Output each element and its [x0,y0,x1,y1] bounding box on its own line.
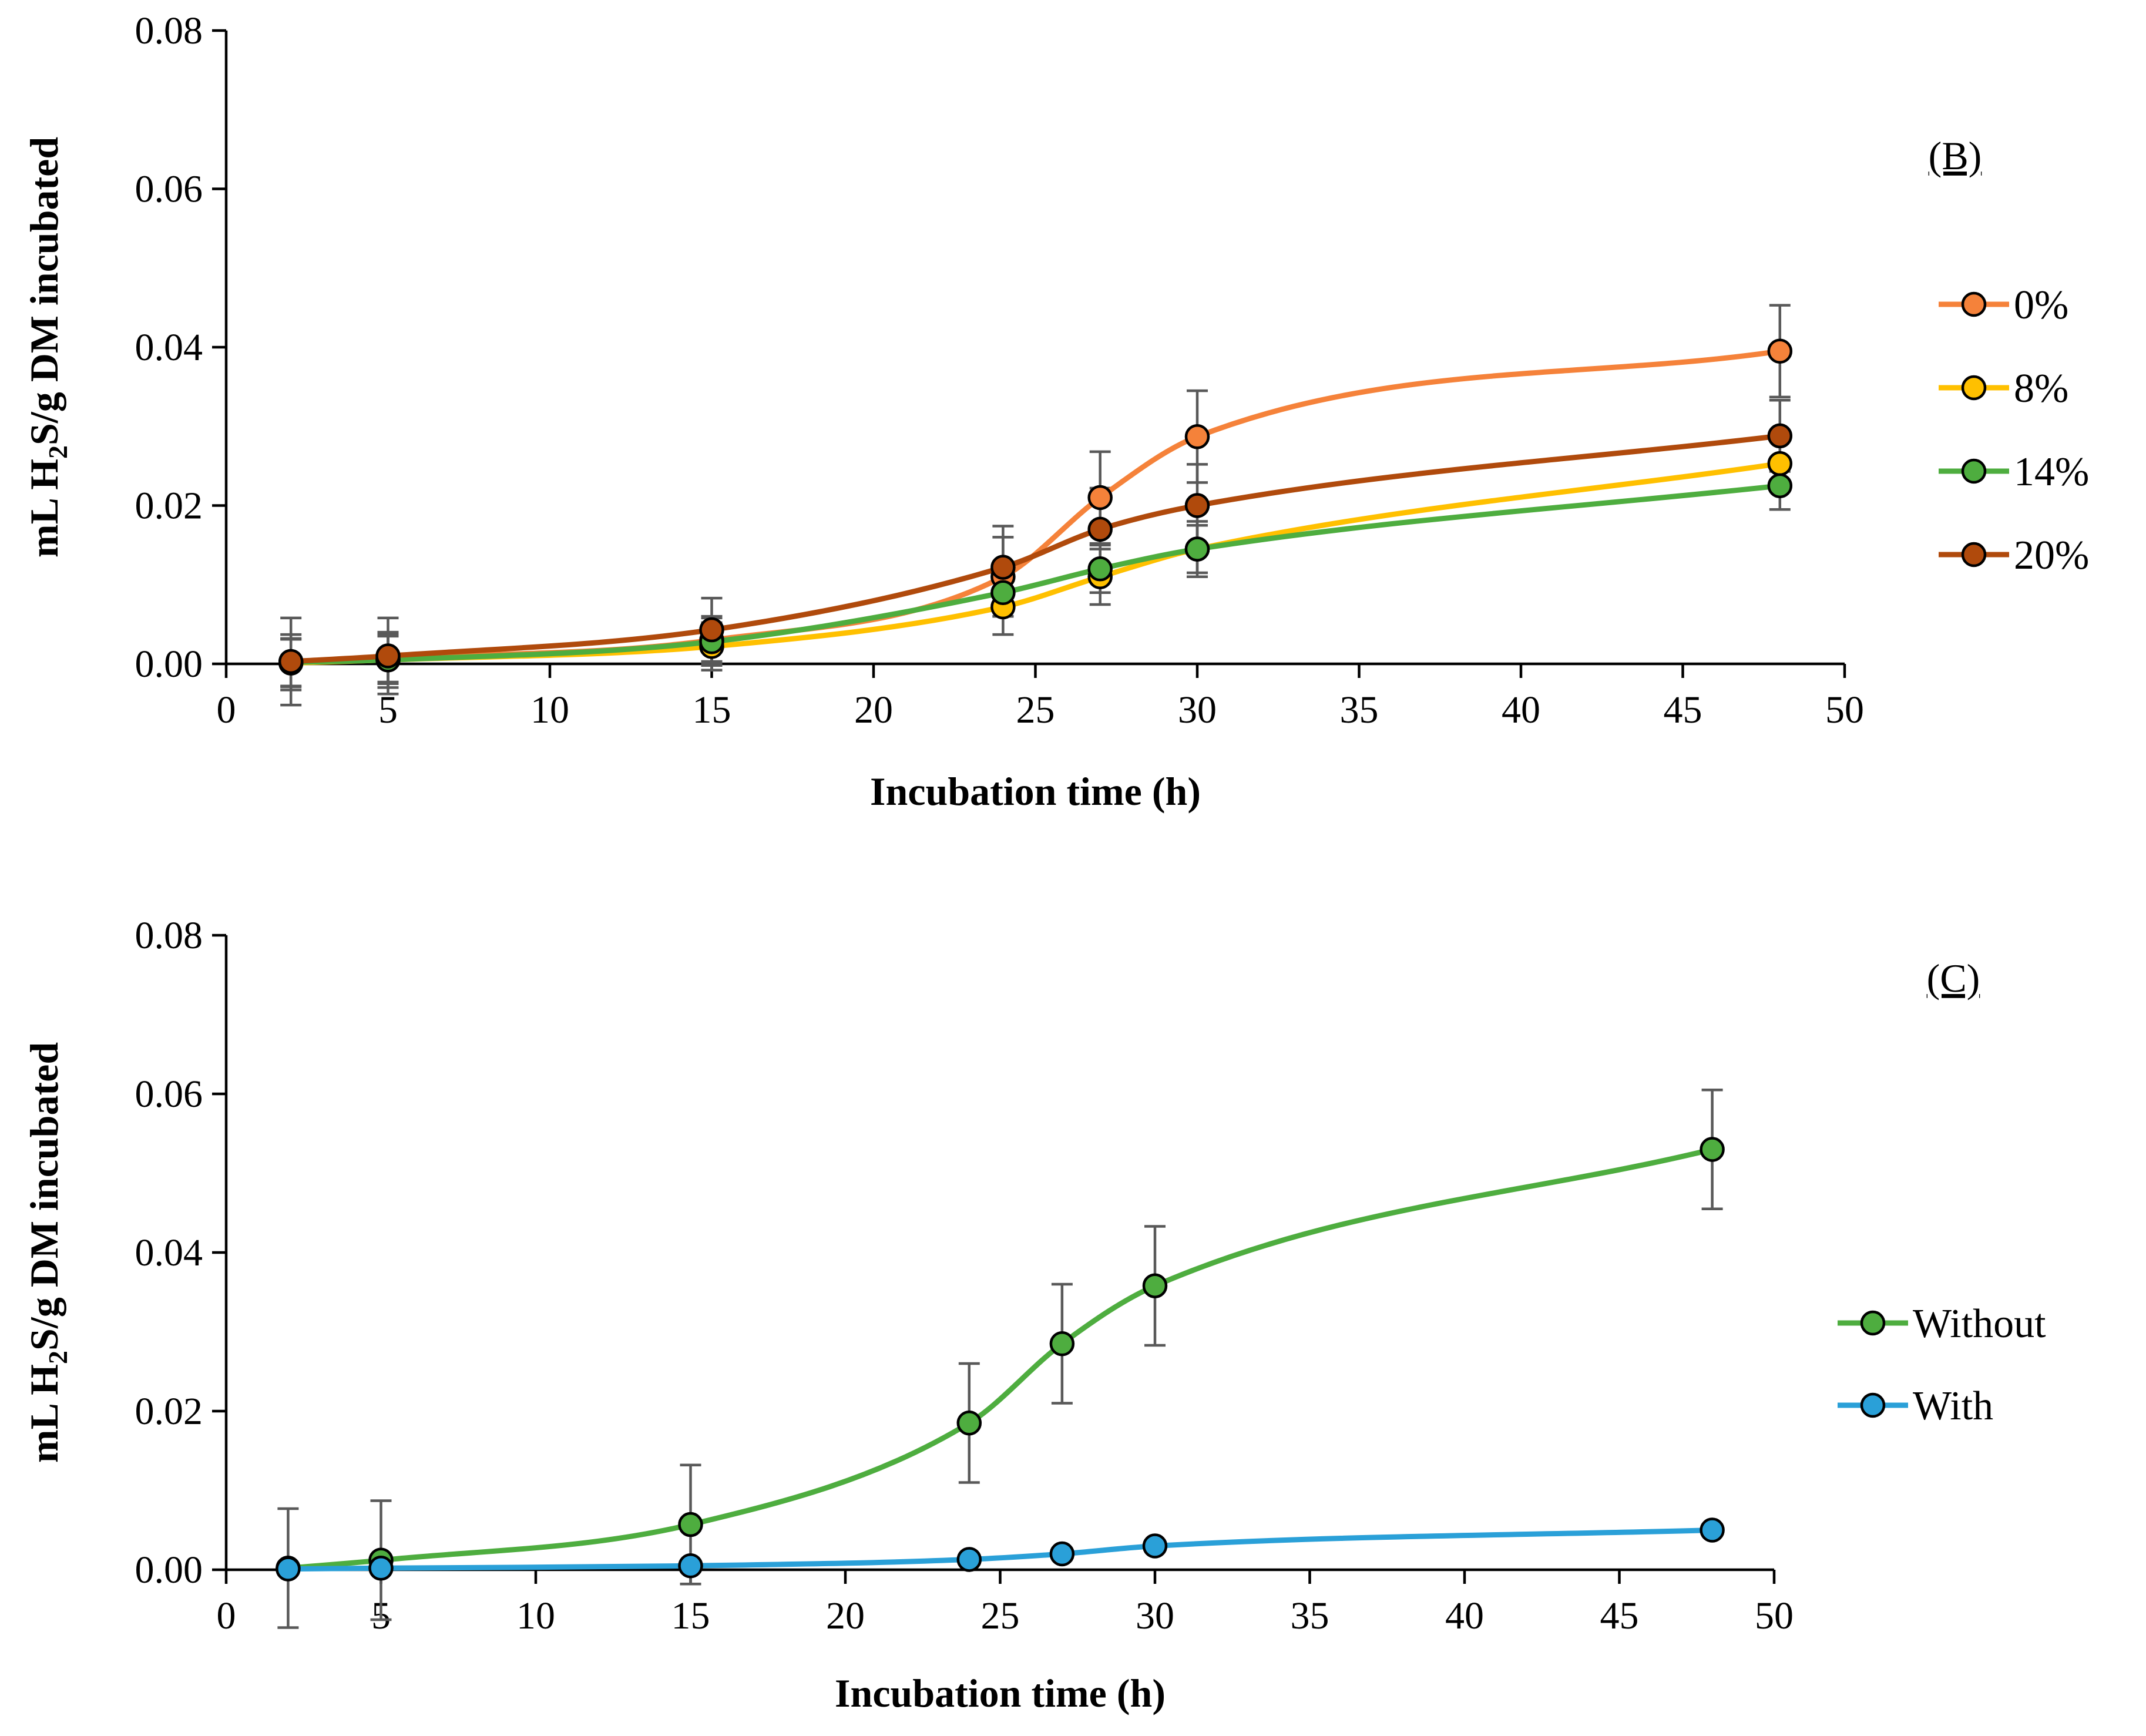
c-point-with [1700,1517,1725,1543]
c-point-with [678,1553,703,1579]
b-legend-marker-8pct [1961,375,1987,401]
c-point-without [956,1411,982,1436]
c-legend-marker-without [1860,1310,1886,1336]
b-x-tick-label: 15 [693,689,731,731]
b-point-14pct [1184,536,1210,562]
b-legend-label-0pct: 0% [2014,283,2068,328]
c-x-axis-title: Incubation time (h) [835,1671,1166,1715]
b-point-20pct [699,617,724,643]
b-point-14pct [990,580,1016,605]
c-point-with [956,1547,982,1572]
b-x-tick-label: 20 [854,689,893,731]
c-legend-label-with: With [1913,1384,1993,1429]
b-y-tick-label: 0.04 [135,326,203,369]
b-y-axis-title: mL H2S/g DM incubated [22,137,73,558]
c-x-tick-label: 45 [1600,1594,1639,1637]
b-x-tick-label: 5 [378,689,398,731]
b-point-0pct [1184,424,1210,449]
b-x-tick-label: 30 [1178,689,1217,731]
c-y-axis-title-part1: mL H [22,1364,66,1463]
c-point-with [1049,1541,1075,1567]
c-point-without [1142,1273,1168,1298]
b-point-8pct [1767,451,1793,476]
c-panel-label: (C) [1927,956,1980,1000]
b-x-tick-label: 45 [1664,689,1702,731]
c-point-with [368,1556,394,1581]
b-point-0pct [1767,338,1793,364]
c-y-tick-label: 0.00 [135,1549,203,1591]
chart-panel-c: 0.000.020.040.060.0805101520253035404550… [22,914,2046,1715]
chart-panel-b: 0.00 0.02 0.04 0.06 0.08 0 5 10 15 20 25 30 35 40 45 50… [22,9,2089,814]
c-x-tick-label: 10 [516,1594,555,1637]
c-series-line-without [285,1147,1715,1571]
c-y-axis-title: mL H2S/g DM incubated [22,1042,73,1463]
b-series-line-14pct [288,483,1783,665]
c-y-tick-label: 0.04 [135,1231,203,1274]
b-legend-marker-20pct [1961,542,1987,568]
b-series-line-8pct [288,461,1783,666]
b-legend-label-20pct: 20% [2014,533,2089,578]
c-y-tick-label: 0.06 [135,1073,203,1116]
b-x-tick-label: 10 [530,689,569,731]
b-point-14pct [1767,473,1793,499]
c-x-tick-label: 30 [1136,1594,1174,1637]
b-point-20pct [375,643,401,669]
b-legend-marker-14pct [1961,458,1987,484]
b-legend-label-8pct: 8% [2014,366,2068,411]
b-point-20pct [278,649,304,674]
c-point-with [1142,1533,1168,1559]
b-point-20pct [1767,423,1793,449]
b-point-20pct [990,555,1016,580]
b-legend-marker-0pct [1961,291,1987,317]
c-legend-label-without: Without [1913,1301,2046,1347]
b-y-axis-title-part2: S/g DM incubated [22,137,66,445]
b-y-tick-label: 0.06 [135,168,203,211]
b-x-axis-title: Incubation time (h) [870,769,1201,814]
c-x-tick-label: 40 [1445,1594,1484,1637]
c-y-tick-label: 0.08 [135,914,203,957]
b-x-tick-label: 50 [1825,689,1864,731]
c-x-tick-label: 20 [826,1594,865,1637]
c-x-tick-label: 15 [671,1594,710,1637]
b-point-14pct [1087,556,1113,582]
c-x-tick-label: 25 [981,1594,1020,1637]
b-point-20pct [1087,516,1113,542]
c-point-without [1700,1137,1725,1162]
b-series-line-20pct [288,433,1783,664]
c-point-with [276,1556,301,1581]
c-legend-marker-with [1860,1392,1886,1418]
c-point-without [678,1512,703,1537]
c-y-axis-title-subscript: 2 [43,1351,73,1364]
b-x-tick-label: 0 [217,689,236,731]
b-y-tick-label: 0.02 [135,485,203,528]
c-point-without [1049,1331,1075,1356]
b-y-axis-title-part1: mL H [22,459,66,558]
b-y-tick-label: 0.00 [135,643,203,686]
c-x-tick-label: 35 [1291,1594,1329,1637]
b-legend-label-14pct: 14% [2014,449,2089,495]
b-x-tick-label: 40 [1502,689,1540,731]
b-y-axis-title-subscript: 2 [43,445,73,459]
c-y-axis-title-part2: S/g DM incubated [22,1042,66,1351]
b-x-tick-label: 25 [1016,689,1055,731]
c-x-tick-label: 50 [1755,1594,1794,1637]
b-point-0pct [1087,485,1113,511]
b-x-tick-label: 35 [1340,689,1379,731]
b-y-tick-label: 0.08 [135,9,203,52]
b-point-20pct [1184,493,1210,518]
c-y-tick-label: 0.02 [135,1390,203,1433]
b-panel-label: (B) [1929,133,1982,178]
c-x-tick-label: 0 [217,1594,236,1637]
